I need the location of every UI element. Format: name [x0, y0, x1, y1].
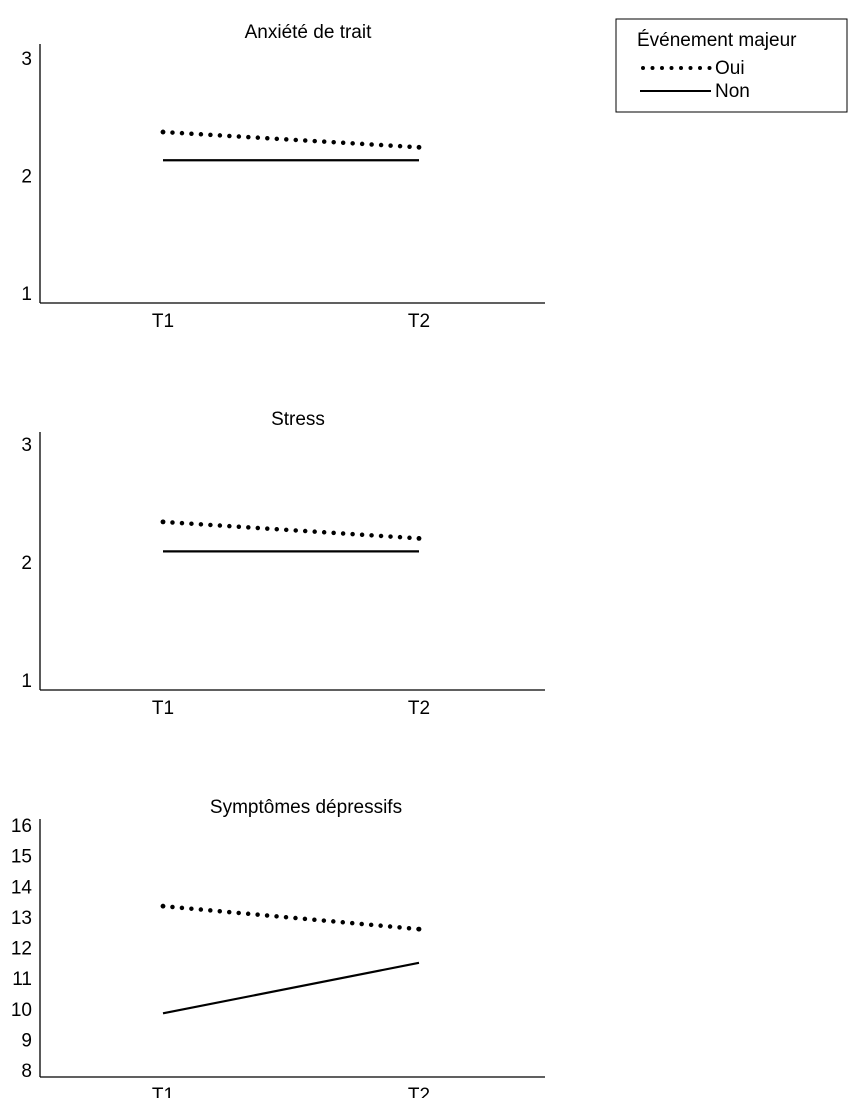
y-tick-label: 2: [21, 167, 32, 188]
data-point-oui-t1: [160, 129, 166, 135]
y-tick-label: 9: [21, 1030, 32, 1051]
series-line-oui: [160, 903, 422, 932]
x-tick-label: T2: [408, 698, 430, 719]
y-tick-label: 16: [11, 816, 32, 837]
x-tick-label: T2: [408, 1085, 430, 1098]
data-point-oui-t1: [160, 903, 166, 909]
x-tick-label: T1: [152, 1085, 174, 1098]
y-tick-label: 1: [21, 671, 32, 692]
data-point-oui-t2: [416, 536, 422, 541]
panel-symptomes: Symptômes dépressifs 8 9 10 11 12 13 14 15 16 T1 T…: [11, 797, 545, 1098]
data-point-oui-t2: [416, 926, 422, 932]
y-tick-label: 2: [21, 553, 32, 574]
y-tick-label: 1: [21, 284, 32, 305]
panel-stress: Stress 1 2 3 T1 T2: [21, 409, 545, 719]
y-tick-label: 10: [11, 1000, 32, 1021]
legend-label-oui: Oui: [715, 58, 745, 79]
x-tick-label: T2: [408, 311, 430, 332]
legend-label-non: Non: [715, 81, 750, 102]
y-tick-label: 14: [11, 877, 33, 898]
series-line-oui: [160, 129, 422, 150]
panel-title: Symptômes dépressifs: [210, 797, 402, 818]
series-line-oui: [160, 519, 422, 541]
panel-title: Stress: [271, 409, 325, 430]
y-tick-label: 13: [11, 908, 32, 929]
legend-box: [615, 18, 848, 113]
data-point-oui-t2: [416, 144, 422, 150]
y-tick-label: 3: [21, 435, 32, 456]
y-tick-label: 3: [21, 49, 32, 70]
panel-title: Anxiété de trait: [245, 22, 372, 43]
legend: Événement majeur Oui Non: [615, 18, 848, 113]
x-tick-label: T1: [152, 311, 174, 332]
y-tick-label: 12: [11, 939, 32, 960]
legend-title: Événement majeur: [637, 30, 797, 51]
y-tick-label: 11: [12, 969, 32, 990]
data-point-oui-t1: [160, 519, 166, 525]
panel-anxiete: Anxiété de trait 1 2 3 T1 T2: [21, 22, 545, 332]
y-tick-label: 15: [11, 847, 32, 868]
y-tick-label: 8: [21, 1061, 32, 1082]
series-line-non: [162, 961, 420, 1015]
x-tick-label: T1: [152, 698, 174, 719]
